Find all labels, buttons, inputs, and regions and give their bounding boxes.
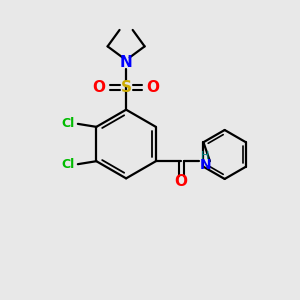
Text: Cl: Cl bbox=[62, 117, 75, 130]
Text: O: O bbox=[175, 174, 188, 189]
Text: S: S bbox=[121, 80, 132, 95]
Text: N: N bbox=[120, 55, 133, 70]
Text: Cl: Cl bbox=[62, 158, 75, 171]
Text: O: O bbox=[146, 80, 160, 95]
Text: N: N bbox=[199, 158, 211, 172]
Text: O: O bbox=[93, 80, 106, 95]
Text: H: H bbox=[201, 151, 209, 161]
